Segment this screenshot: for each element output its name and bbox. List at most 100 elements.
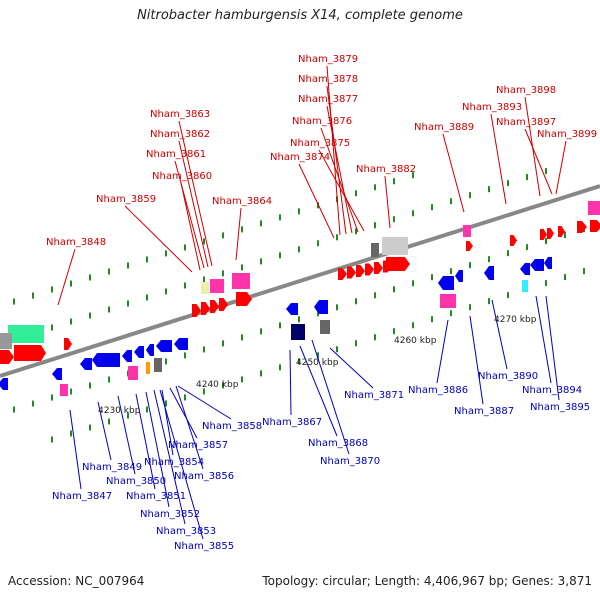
tick-mark <box>469 304 471 311</box>
leader-line <box>545 295 560 401</box>
leader-line <box>135 393 156 490</box>
gene-feature <box>201 282 209 294</box>
gene-label[interactable]: Nham_3875 <box>290 138 350 149</box>
gene-label[interactable]: Nham_3859 <box>96 194 156 205</box>
gene-arrow-reverse <box>146 344 154 356</box>
gene-label[interactable]: Nham_3868 <box>308 438 368 449</box>
tick-mark <box>450 268 452 275</box>
gene-label[interactable]: Nham_3887 <box>454 406 514 417</box>
gene-label[interactable]: Nham_3890 <box>478 371 538 382</box>
gene-feature <box>0 333 12 349</box>
gene-label[interactable]: Nham_3898 <box>496 85 556 96</box>
genome-summary: Topology: circular; Length: 4,406,967 bp… <box>262 574 592 588</box>
leader-line <box>318 149 365 232</box>
tick-mark <box>450 198 452 205</box>
tick-mark <box>298 358 300 365</box>
tick-mark <box>279 214 281 221</box>
leader-line <box>442 133 465 213</box>
gene-label[interactable]: Nham_3877 <box>298 94 358 105</box>
gene-label[interactable]: Nham_3857 <box>168 440 228 451</box>
gene-label[interactable]: Nham_3871 <box>344 390 404 401</box>
tick-mark <box>51 394 53 401</box>
gene-label[interactable]: Nham_3867 <box>262 417 322 428</box>
tick-mark <box>564 274 566 281</box>
gene-label[interactable]: Nham_3886 <box>408 385 468 396</box>
gene-arrow-reverse <box>0 378 8 390</box>
tick-mark <box>545 280 547 287</box>
gene-label[interactable]: Nham_3895 <box>530 402 590 413</box>
gene-label[interactable]: Nham_3849 <box>82 462 142 473</box>
tick-mark <box>89 274 91 281</box>
tick-mark <box>279 364 281 371</box>
gene-label[interactable]: Nham_3894 <box>522 385 582 396</box>
leader-line <box>124 205 193 273</box>
leader-line <box>289 349 292 416</box>
gene-arrow-reverse <box>80 358 92 370</box>
tick-mark <box>526 244 528 251</box>
gene-label[interactable]: Nham_3851 <box>126 491 186 502</box>
leader-line <box>159 389 204 540</box>
gene-feature <box>210 279 224 293</box>
tick-mark <box>469 192 471 199</box>
gene-arrow-reverse <box>52 368 62 380</box>
gene-label[interactable]: Nham_3858 <box>202 421 262 432</box>
leader-line <box>235 207 242 261</box>
gene-label[interactable]: Nham_3870 <box>320 456 380 467</box>
leader-line <box>174 160 205 269</box>
gene-label[interactable]: Nham_3848 <box>46 237 106 248</box>
gene-label[interactable]: Nham_3882 <box>356 164 416 175</box>
tick-mark <box>355 340 357 347</box>
gene-label[interactable]: Nham_3860 <box>152 171 212 182</box>
leader-line <box>299 345 338 437</box>
gene-label[interactable]: Nham_3878 <box>298 74 358 85</box>
gene-arrow-reverse <box>92 353 120 367</box>
gene-label[interactable]: Nham_3861 <box>146 149 206 160</box>
gene-label[interactable]: Nham_3856 <box>174 471 234 482</box>
gene-label[interactable]: Nham_3899 <box>537 129 597 140</box>
gene-label[interactable]: Nham_3855 <box>174 541 234 552</box>
gene-feature <box>146 362 150 374</box>
kbp-scale-labels: 4230 kbp 4240 kbp 4250 kbp 4260 kbp 4270 kbp <box>98 315 537 416</box>
leader-line <box>555 140 567 195</box>
leader-line <box>69 409 82 490</box>
tick-mark <box>507 180 509 187</box>
gene-label[interactable]: Nham_3874 <box>270 152 330 163</box>
gene-feature <box>463 225 471 237</box>
leader-line <box>161 389 174 456</box>
gene-label[interactable]: Nham_3879 <box>298 54 358 65</box>
gene-label[interactable]: Nham_3852 <box>140 509 200 520</box>
gene-arrow-forward <box>540 229 547 240</box>
gene-label[interactable]: Nham_3853 <box>156 526 216 537</box>
tick-mark <box>222 340 224 347</box>
gene-label[interactable]: Nham_3864 <box>212 196 272 207</box>
leader-line <box>175 385 204 470</box>
gene-arrow-forward <box>547 228 554 239</box>
leader-line <box>169 387 198 439</box>
gene-label[interactable]: Nham_3876 <box>292 116 352 127</box>
tick-mark <box>545 238 547 245</box>
gene-label[interactable]: Nham_3893 <box>462 102 522 113</box>
tick-mark <box>393 286 395 293</box>
gene-label[interactable]: Nham_3854 <box>144 457 204 468</box>
tick-mark <box>355 298 357 305</box>
tick-mark <box>374 184 376 191</box>
tick-mark <box>51 436 53 443</box>
gene-label[interactable]: Nham_3889 <box>414 122 474 133</box>
tick-mark <box>317 310 319 317</box>
tick-mark <box>393 178 395 185</box>
tick-mark <box>279 252 281 259</box>
gene-label[interactable]: Nham_3850 <box>106 476 166 487</box>
gene-label[interactable]: Nham_3863 <box>150 109 210 120</box>
kbp-label: 4270 kbp <box>494 315 537 325</box>
tick-mark <box>89 312 91 319</box>
gene-label[interactable]: Nham_3862 <box>150 129 210 140</box>
tick-mark <box>279 322 281 329</box>
gene-label[interactable]: Nham_3897 <box>496 117 556 128</box>
tick-mark <box>431 274 433 281</box>
tick-mark <box>165 288 167 295</box>
gene-arrow-forward <box>577 221 587 233</box>
tick-mark <box>13 406 15 413</box>
gene-label[interactable]: Nham_3847 <box>52 491 112 502</box>
leader-line <box>436 319 449 384</box>
accession-label: Accession: NC_007964 <box>8 574 145 588</box>
